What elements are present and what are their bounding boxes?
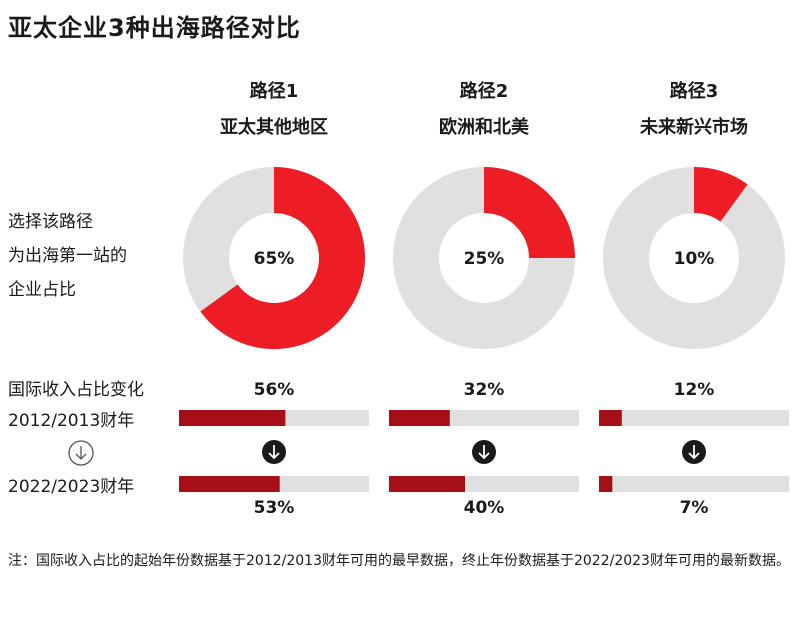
share-label-line-2: 为出海第一站的: [8, 246, 127, 266]
share-row-label: 选择该路径 为出海第一站的 企业占比: [8, 205, 127, 307]
down-arrow-icon: [262, 440, 286, 464]
bar-track: [599, 476, 789, 492]
bar-track: [599, 410, 789, 426]
donut-charts: 65% 25% 10%: [183, 167, 785, 349]
end-percent-label: 40%: [463, 498, 505, 518]
donut-value-label: 65%: [254, 249, 295, 269]
donut-value-label: 10%: [674, 249, 715, 269]
share-label-line-3: 企业占比: [8, 280, 76, 300]
start-year-label: 2012/2013财年: [8, 411, 135, 431]
change-title-label: 国际收入占比变化: [8, 380, 144, 400]
bar-fill: [599, 410, 622, 426]
route-label: 路径2: [459, 81, 509, 102]
end-percent-label: 53%: [253, 498, 295, 518]
region-label: 亚太其他地区: [220, 117, 328, 138]
column-header-route-2: 路径2 欧洲和北美: [389, 74, 579, 146]
column-header-route-1: 路径1 亚太其他地区: [179, 74, 369, 146]
start-percent-label: 56%: [253, 380, 295, 400]
route-label: 路径3: [669, 81, 719, 102]
donut-value-label: 25%: [464, 249, 505, 269]
bar-fill: [389, 410, 450, 426]
down-arrow-icon: [682, 440, 706, 464]
down-arrow-icon: [472, 440, 496, 464]
donut-slice: [484, 167, 575, 258]
footnote: 注：国际收入占比的起始年份数据基于2012/2013财年可用的最早数据，终止年份…: [8, 553, 790, 569]
legend-arrow-icon: [68, 440, 94, 466]
start-percent-label: 12%: [673, 380, 715, 400]
end-percent-label: 7%: [679, 498, 709, 518]
change-arrows: [68, 440, 706, 466]
region-label: 未来新兴市场: [640, 117, 748, 138]
bar-charts: [179, 410, 789, 492]
column-header-route-3: 路径3 未来新兴市场: [599, 74, 789, 146]
donut-slice: [694, 167, 748, 222]
donut-slice: [200, 167, 365, 349]
start-percent-label: 32%: [463, 380, 505, 400]
bar-fill: [179, 476, 280, 492]
end-year-label: 2022/2023财年: [8, 477, 135, 497]
chart-title: 亚太企业3种出海路径对比: [8, 14, 301, 42]
bar-fill: [179, 410, 286, 426]
route-label: 路径1: [249, 81, 299, 102]
share-label-line-1: 选择该路径: [8, 212, 93, 232]
bar-fill: [389, 476, 465, 492]
region-label: 欧洲和北美: [439, 117, 529, 138]
bar-fill: [599, 476, 613, 492]
